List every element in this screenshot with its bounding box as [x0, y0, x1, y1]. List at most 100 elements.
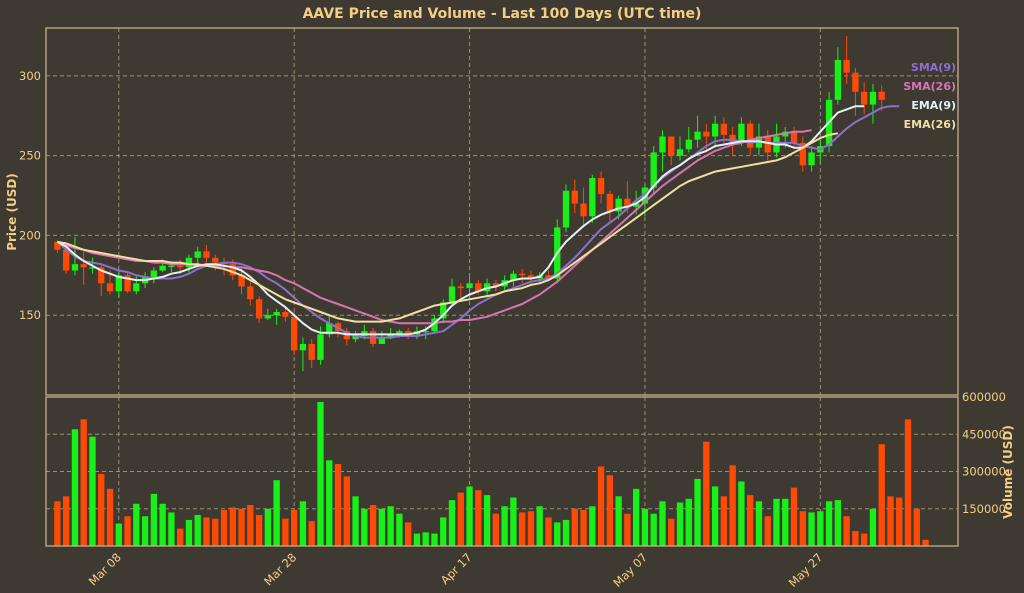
candle-body	[133, 283, 140, 292]
candle-body	[659, 136, 666, 153]
price-tick-label: 150	[19, 308, 41, 322]
volume-bar	[887, 496, 894, 546]
volume-bar	[755, 501, 763, 546]
volume-bar	[852, 531, 859, 546]
volume-bar	[904, 419, 912, 546]
volume-bar	[440, 517, 447, 546]
volume-bar	[71, 429, 79, 546]
candle-body	[764, 136, 771, 153]
volume-bar	[878, 444, 885, 546]
volume-bar	[913, 508, 920, 546]
volume-bar	[387, 506, 394, 546]
candle-body	[185, 257, 193, 268]
candle-body	[378, 337, 386, 344]
chart-title: AAVE Price and Volume - Last 100 Days (U…	[303, 6, 702, 22]
candle-body	[150, 270, 158, 277]
volume-bar	[413, 533, 421, 546]
price-panel-frame	[45, 27, 959, 396]
volume-bar	[633, 488, 640, 546]
volume-bar	[361, 508, 368, 546]
volume-bar	[299, 501, 307, 546]
candle-body	[168, 265, 175, 267]
volume-bar	[869, 508, 877, 546]
candle-body	[71, 264, 79, 271]
volume-bar	[720, 496, 728, 546]
volume-bar	[659, 501, 666, 546]
candle-body	[466, 283, 473, 289]
candle-body	[159, 265, 166, 271]
volume-bar	[703, 441, 710, 546]
candle-body	[562, 190, 570, 228]
candle-body	[571, 190, 578, 204]
volume-bar	[554, 522, 561, 546]
indicator-lines	[56, 105, 900, 339]
candle-body	[299, 343, 307, 351]
volume-bar	[63, 496, 70, 546]
candle-body	[738, 123, 745, 143]
volume-bar	[685, 498, 692, 546]
series-line-ema9	[56, 105, 865, 336]
volume-bar	[571, 508, 578, 546]
volume-bar	[255, 514, 263, 546]
candle-body	[527, 275, 535, 279]
candle-body	[255, 299, 263, 319]
volume-bar	[475, 490, 482, 546]
volume-bar	[343, 476, 350, 546]
candle-body	[238, 275, 245, 287]
candle-body	[212, 257, 219, 263]
volume-bar	[492, 513, 500, 546]
price-tick-label: 200	[19, 228, 41, 242]
volume-bar	[843, 516, 850, 546]
legend-label: SMA(9)	[911, 61, 956, 74]
volume-tick-label: 450000	[962, 427, 1006, 441]
volume-bar	[536, 506, 543, 546]
candle-body	[834, 59, 842, 100]
volume-bar	[580, 509, 587, 546]
volume-bar	[203, 517, 210, 546]
volume-bar	[817, 511, 824, 546]
candle-body	[624, 198, 631, 207]
candle-body	[633, 203, 640, 207]
candle-body	[545, 275, 552, 279]
volume-bar	[896, 497, 903, 546]
volume-panel-frame	[45, 396, 959, 547]
legend-label: EMA(9)	[911, 99, 956, 112]
candle-body	[597, 177, 605, 194]
candle-body	[878, 91, 885, 100]
candle-body	[431, 318, 438, 332]
candle-body	[317, 334, 324, 360]
candle-body	[790, 131, 798, 143]
volume-bar	[247, 505, 254, 546]
legend-label: EMA(26)	[904, 118, 956, 131]
volume-bar	[483, 495, 491, 546]
candle-body	[54, 241, 61, 250]
volume-bar	[159, 503, 166, 546]
volume-bar	[527, 511, 535, 546]
volume-bar	[273, 480, 280, 546]
candle-body	[273, 312, 280, 316]
volume-bar	[264, 508, 272, 546]
candle-body	[703, 131, 710, 137]
candle-body	[861, 91, 868, 105]
candle-body	[519, 273, 526, 276]
volume-bar	[54, 501, 61, 546]
candle-body	[440, 302, 447, 319]
candle-body	[194, 251, 201, 258]
volume-bar	[861, 533, 868, 546]
volume-bar	[825, 501, 833, 546]
candle-body	[448, 286, 456, 303]
volume-bar	[799, 511, 806, 546]
candle-body	[387, 334, 394, 338]
volume-bar	[650, 513, 657, 546]
volume-bar	[89, 436, 96, 546]
candle-body	[98, 267, 105, 284]
candle-body	[124, 275, 131, 292]
volume-bar	[334, 464, 342, 546]
volume-bar	[711, 486, 719, 546]
volume-bar	[229, 507, 236, 546]
volume-bar	[194, 514, 201, 546]
candle-body	[326, 323, 333, 335]
candle-body	[668, 136, 675, 156]
volume-bar	[589, 506, 596, 546]
candle-body	[711, 123, 719, 137]
